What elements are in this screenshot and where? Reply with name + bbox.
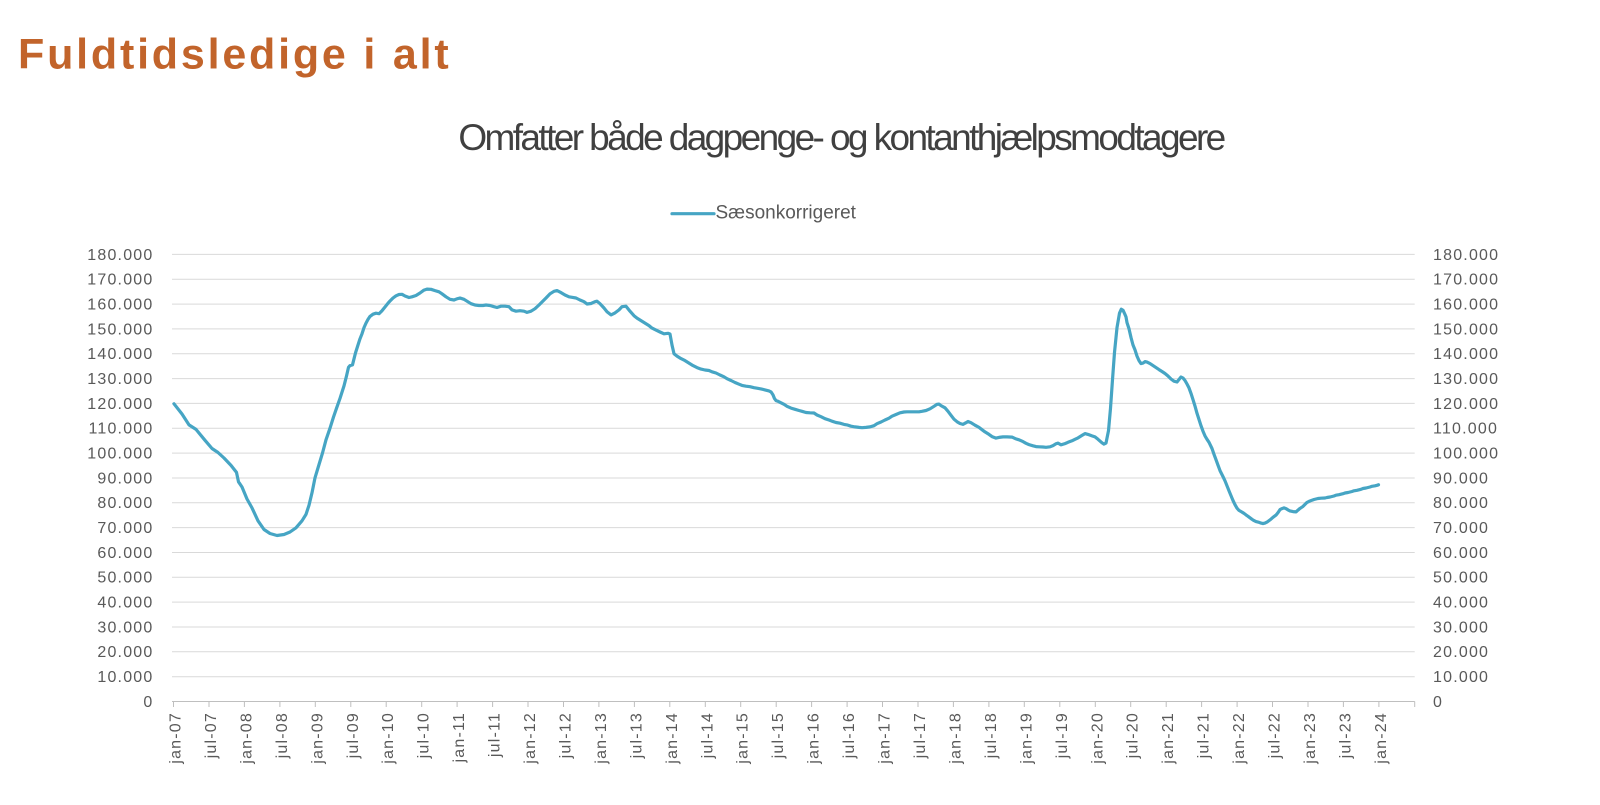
svg-text:jan-15: jan-15: [735, 712, 752, 765]
svg-text:jul-08: jul-08: [274, 712, 291, 759]
svg-text:0: 0: [143, 694, 153, 711]
svg-text:jan-16: jan-16: [806, 712, 823, 765]
svg-text:140.000: 140.000: [87, 346, 153, 363]
svg-text:jan-08: jan-08: [238, 712, 255, 765]
svg-text:jan-13: jan-13: [593, 712, 610, 765]
svg-text:150.000: 150.000: [87, 321, 153, 338]
svg-text:jan-20: jan-20: [1089, 712, 1106, 765]
svg-text:90.000: 90.000: [1433, 470, 1489, 487]
svg-text:jul-21: jul-21: [1196, 712, 1213, 759]
svg-text:170.000: 170.000: [1433, 272, 1499, 289]
svg-text:jan-18: jan-18: [947, 712, 964, 765]
svg-text:jul-16: jul-16: [841, 712, 858, 759]
svg-text:60.000: 60.000: [1433, 545, 1489, 562]
svg-text:70.000: 70.000: [1433, 520, 1489, 537]
svg-text:20.000: 20.000: [1433, 644, 1489, 661]
svg-text:jul-23: jul-23: [1337, 712, 1354, 759]
svg-text:0: 0: [1433, 694, 1443, 711]
svg-text:jan-07: jan-07: [168, 712, 185, 765]
svg-text:jan-17: jan-17: [877, 712, 894, 765]
svg-text:jul-19: jul-19: [1054, 712, 1071, 759]
svg-text:60.000: 60.000: [97, 545, 153, 562]
svg-text:30.000: 30.000: [1433, 619, 1489, 636]
svg-text:70.000: 70.000: [97, 520, 153, 537]
svg-text:160.000: 160.000: [1433, 297, 1499, 314]
svg-text:jul-20: jul-20: [1125, 712, 1142, 759]
svg-text:50.000: 50.000: [97, 570, 153, 587]
svg-text:140.000: 140.000: [1433, 346, 1499, 363]
svg-text:130.000: 130.000: [1433, 371, 1499, 388]
svg-text:100.000: 100.000: [87, 446, 153, 463]
svg-text:jan-22: jan-22: [1231, 712, 1248, 765]
svg-text:150.000: 150.000: [1433, 321, 1499, 338]
svg-text:jan-11: jan-11: [451, 712, 468, 764]
svg-text:80.000: 80.000: [1433, 495, 1489, 512]
svg-text:130.000: 130.000: [87, 371, 153, 388]
svg-text:170.000: 170.000: [87, 272, 153, 289]
svg-text:10.000: 10.000: [1433, 669, 1489, 686]
svg-text:10.000: 10.000: [97, 669, 153, 686]
svg-text:jul-10: jul-10: [416, 712, 433, 759]
svg-text:jul-18: jul-18: [983, 712, 1000, 759]
svg-text:jul-14: jul-14: [699, 712, 716, 759]
svg-text:jan-14: jan-14: [664, 712, 681, 765]
svg-text:50.000: 50.000: [1433, 570, 1489, 587]
svg-text:80.000: 80.000: [97, 495, 153, 512]
svg-text:Sæsonkorrigeret: Sæsonkorrigeret: [716, 202, 857, 223]
svg-text:jan-19: jan-19: [1018, 712, 1035, 765]
svg-text:jan-21: jan-21: [1160, 712, 1177, 765]
svg-text:jan-10: jan-10: [380, 712, 397, 765]
svg-text:110.000: 110.000: [1433, 421, 1498, 438]
svg-text:jan-09: jan-09: [309, 712, 326, 765]
svg-text:jul-13: jul-13: [628, 712, 645, 759]
svg-text:jan-24: jan-24: [1373, 712, 1390, 765]
svg-text:jul-07: jul-07: [203, 712, 220, 759]
svg-text:jul-15: jul-15: [770, 712, 787, 759]
svg-text:Fuldtidsledige i alt: Fuldtidsledige i alt: [18, 31, 451, 79]
svg-text:40.000: 40.000: [1433, 595, 1489, 612]
svg-text:jan-23: jan-23: [1302, 712, 1319, 765]
svg-text:160.000: 160.000: [87, 297, 153, 314]
svg-text:jul-22: jul-22: [1267, 712, 1284, 759]
svg-text:jul-11: jul-11: [487, 712, 504, 758]
svg-text:30.000: 30.000: [97, 619, 153, 636]
svg-text:jul-12: jul-12: [558, 712, 575, 759]
svg-text:jul-09: jul-09: [345, 712, 362, 759]
svg-text:Omfatter både dagpenge- og kon: Omfatter både dagpenge- og kontanthjælps…: [458, 117, 1224, 158]
svg-text:90.000: 90.000: [97, 470, 153, 487]
svg-text:20.000: 20.000: [97, 644, 153, 661]
svg-text:180.000: 180.000: [87, 247, 153, 264]
svg-text:180.000: 180.000: [1433, 247, 1499, 264]
svg-text:40.000: 40.000: [97, 595, 153, 612]
svg-text:120.000: 120.000: [1433, 396, 1499, 413]
svg-text:120.000: 120.000: [87, 396, 153, 413]
svg-text:100.000: 100.000: [1433, 446, 1499, 463]
svg-text:110.000: 110.000: [88, 421, 153, 438]
svg-text:jan-12: jan-12: [522, 712, 539, 765]
svg-text:jul-17: jul-17: [912, 712, 929, 759]
